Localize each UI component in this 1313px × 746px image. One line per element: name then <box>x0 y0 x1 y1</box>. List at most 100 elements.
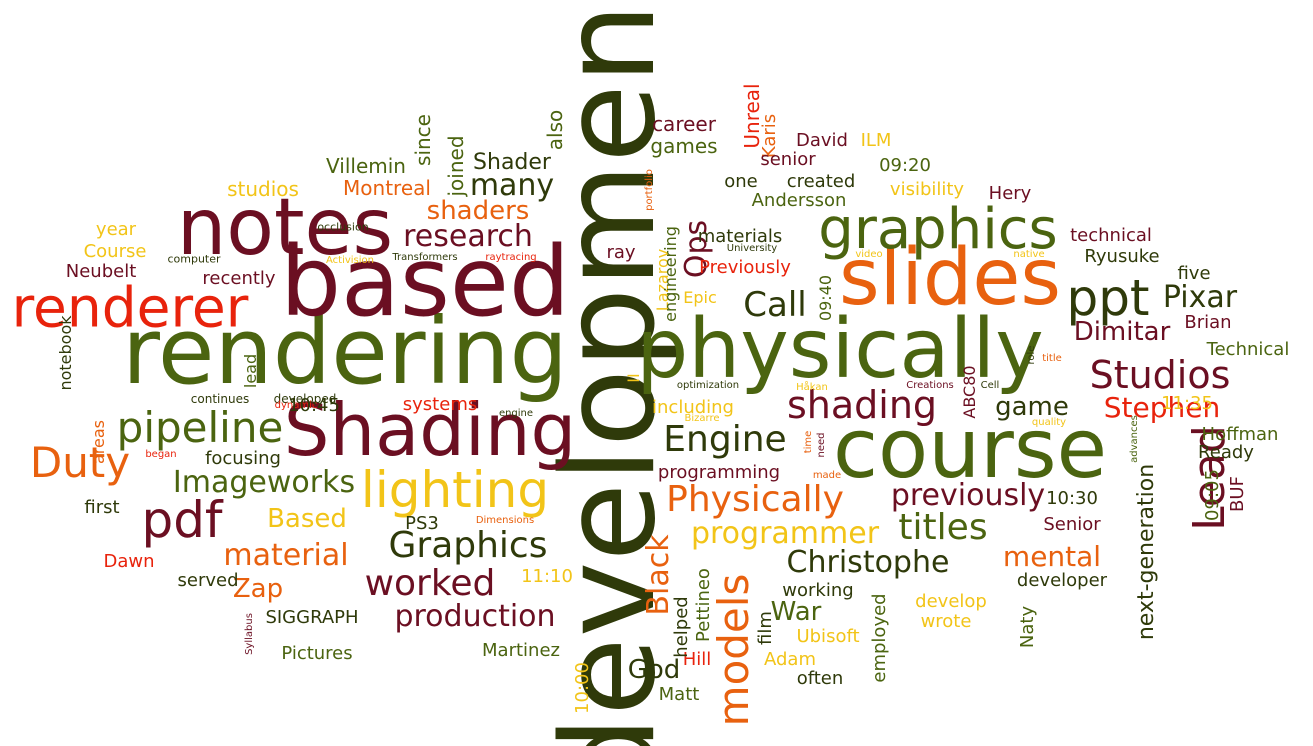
word: engine <box>498 408 534 419</box>
word: role <box>1026 345 1037 365</box>
word: year <box>95 219 137 240</box>
word: served <box>177 570 239 591</box>
word: Brian <box>1184 312 1232 333</box>
word: Activision <box>325 255 375 266</box>
word: 09:20 <box>879 155 931 176</box>
word: Hery <box>988 183 1032 204</box>
word: Cell <box>980 380 1000 391</box>
word: pipeline <box>116 403 284 452</box>
word: advances <box>1129 415 1140 463</box>
word: War <box>770 597 822 627</box>
word: ray <box>606 242 636 263</box>
word: Dawn <box>103 551 155 572</box>
word: programmer <box>690 516 880 551</box>
word: Naty <box>1017 605 1038 649</box>
word: course <box>832 402 1108 497</box>
word: often <box>796 668 844 689</box>
word: Stephen <box>1103 391 1221 424</box>
word: 09:05 <box>1202 469 1223 521</box>
word: focusing <box>205 448 281 469</box>
word: created <box>786 171 856 192</box>
word: portfolio <box>644 169 655 211</box>
word: wrote <box>920 611 972 632</box>
word: one <box>724 171 758 192</box>
word: II <box>624 373 643 383</box>
word: pdf <box>141 491 223 549</box>
word: many <box>469 168 555 203</box>
word: since <box>411 114 435 166</box>
word: Neubelt <box>65 261 137 282</box>
word: game <box>995 392 1069 422</box>
word: University <box>726 243 778 254</box>
word: lighting <box>360 461 550 519</box>
word: ppt <box>1066 269 1150 327</box>
word: rendering <box>122 298 568 405</box>
word: God <box>627 655 681 685</box>
word: lead <box>241 353 260 389</box>
word: raytracing <box>485 252 537 263</box>
word: Studios <box>1089 353 1231 397</box>
word: Dimensions <box>475 515 535 526</box>
word: Physically <box>666 479 844 520</box>
word: developer <box>1016 570 1108 591</box>
word: quality <box>1031 417 1067 428</box>
word: Hill <box>682 649 712 670</box>
word: SIGGRAPH <box>265 607 359 628</box>
word: film <box>755 611 776 645</box>
word: Duty <box>29 438 131 487</box>
word: Technical <box>1206 339 1290 360</box>
word: PS3 <box>405 513 439 534</box>
word: working <box>782 580 854 601</box>
word: Black <box>641 534 676 616</box>
word: worked <box>364 563 496 604</box>
word: Andersson <box>751 190 847 211</box>
word: Christophe <box>786 545 950 580</box>
word: first <box>84 497 120 518</box>
word: need <box>816 432 827 458</box>
word: graphics <box>818 197 1058 262</box>
word: dynamic <box>274 400 318 411</box>
word: based <box>280 226 570 338</box>
word: BUF <box>1227 476 1248 512</box>
word: studios <box>227 177 299 201</box>
word: Transformers <box>392 252 458 263</box>
word: games <box>650 134 718 158</box>
word: Pictures <box>281 643 353 664</box>
word: Creations <box>906 380 954 391</box>
word: Shader <box>473 150 551 175</box>
word: shading <box>786 383 938 427</box>
word: production <box>394 599 556 634</box>
word: material <box>223 538 349 573</box>
word: recently <box>202 268 276 289</box>
word: engineering <box>661 226 680 322</box>
word: title <box>1042 353 1062 364</box>
word: Previously <box>699 257 791 278</box>
word: career <box>652 112 716 136</box>
word: 10:30 <box>1046 488 1098 509</box>
word: Call <box>743 285 807 325</box>
word: Senior <box>1043 514 1101 535</box>
word: physically <box>636 302 1044 397</box>
word: made <box>812 470 842 481</box>
word: 10:00 <box>572 662 593 714</box>
word: Syllabus <box>244 613 255 655</box>
word: Ryusuke <box>1084 246 1160 267</box>
word: titles <box>898 507 988 548</box>
word: Håkan <box>796 382 828 393</box>
word: 10:45 <box>288 395 340 416</box>
word: Based <box>267 504 347 534</box>
word: mental <box>1002 540 1102 573</box>
word: joined <box>444 135 468 197</box>
word: continues <box>190 392 250 406</box>
word: including <box>652 397 734 418</box>
word: materials <box>697 226 783 247</box>
word: Graphics <box>388 525 548 566</box>
word: Epic <box>683 288 717 307</box>
word: Course <box>83 241 147 262</box>
word: video <box>855 249 883 260</box>
word: develop <box>915 591 987 612</box>
word: previously <box>890 478 1046 513</box>
word: areas <box>89 419 108 465</box>
word: five <box>1177 263 1211 284</box>
